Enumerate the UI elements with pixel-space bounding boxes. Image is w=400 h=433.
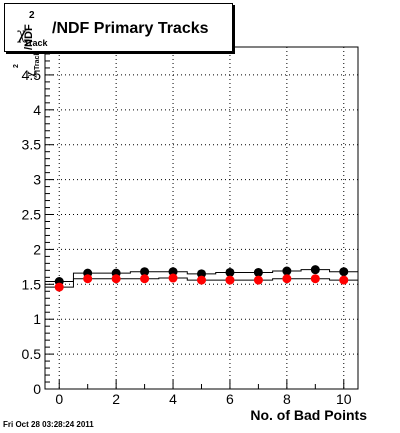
y-tick-label: 4.5 — [22, 67, 42, 83]
series-1-point — [310, 265, 320, 275]
title-chi-symbol: χ — [17, 24, 27, 43]
series-2-point — [253, 275, 263, 285]
series-1-point — [197, 269, 206, 279]
y-tick-label: 4 — [33, 102, 41, 118]
plot-frame — [44, 46, 359, 390]
series-1-point — [282, 266, 292, 276]
series-2-point — [225, 275, 235, 285]
x-tick-label: 2 — [112, 391, 120, 407]
series-2-point — [168, 273, 178, 283]
ylabel-text: /NDF — [23, 24, 35, 50]
x-tick-label: 6 — [226, 391, 234, 407]
series-2-step-line — [45, 277, 358, 288]
x-axis-label: No. of Bad Points — [250, 407, 367, 423]
series-2-point — [339, 275, 349, 285]
series-2-point — [111, 274, 121, 284]
series-1-point — [140, 267, 150, 277]
x-tick-label: 0 — [55, 391, 63, 407]
grid — [45, 47, 358, 389]
series-2-point — [54, 282, 64, 292]
series-2-point — [310, 274, 320, 284]
y-tick-label: 0 — [33, 381, 41, 397]
x-tick-label: 4 — [169, 391, 177, 407]
timestamp-footer: Fri Oct 28 03:28:24 2011 — [3, 420, 94, 429]
y-tick-label: 3 — [33, 172, 41, 188]
series-1-point — [225, 267, 235, 277]
ylabel-subscript: Track — [34, 51, 41, 70]
title-superscript: 2 — [29, 10, 35, 21]
y-tick-label: 2 — [33, 241, 41, 257]
chart-title: 2 χ Track /NDF Primary Tracks — [4, 3, 233, 52]
y-tick-label: 1.5 — [22, 276, 42, 292]
series-1-point — [168, 267, 178, 277]
title-subscript: Track — [24, 38, 48, 48]
title-text: /NDF Primary Tracks — [52, 20, 209, 37]
axes: 0 2 4 6 8 10 0 0.5 1 1.5 2 2.5 3 3.5 4 4.5 — [22, 53, 352, 407]
series-1-point — [253, 267, 263, 277]
ylabel-chi-symbol: χ — [24, 71, 37, 78]
x-tick-label: 10 — [336, 391, 352, 407]
x-tick-label: 8 — [283, 391, 291, 407]
y-tick-label: 0.5 — [22, 346, 42, 362]
y-tick-label: 2.5 — [22, 207, 42, 223]
series-1-point — [339, 267, 349, 277]
series-1-step-line — [45, 269, 358, 283]
series-2-point — [197, 275, 206, 285]
series-2-point — [83, 274, 93, 284]
y-axis-label: 2 χ Track /NDF — [0, 24, 41, 114]
series-2-point — [282, 274, 292, 284]
ylabel-superscript: 2 — [13, 64, 20, 68]
y-tick-label: 1 — [33, 311, 41, 327]
y-tick-label: 3.5 — [22, 137, 42, 153]
series-2-point — [140, 274, 150, 284]
series — [45, 265, 358, 292]
